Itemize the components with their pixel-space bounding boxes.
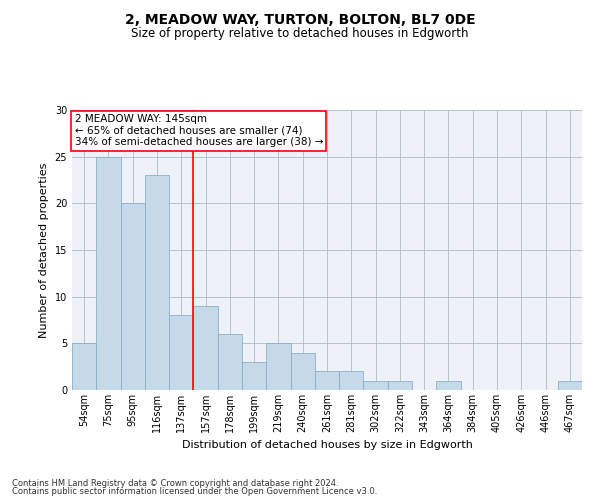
Text: Size of property relative to detached houses in Edgworth: Size of property relative to detached ho…	[131, 28, 469, 40]
Bar	[169, 316, 193, 390]
Bar	[558, 380, 582, 390]
X-axis label: Distribution of detached houses by size in Edgworth: Distribution of detached houses by size …	[182, 440, 472, 450]
Bar	[121, 204, 145, 390]
Bar	[364, 380, 388, 390]
Bar	[388, 380, 412, 390]
Y-axis label: Number of detached properties: Number of detached properties	[39, 162, 49, 338]
Bar	[315, 372, 339, 390]
Text: 2, MEADOW WAY, TURTON, BOLTON, BL7 0DE: 2, MEADOW WAY, TURTON, BOLTON, BL7 0DE	[125, 12, 475, 26]
Bar	[193, 306, 218, 390]
Bar	[218, 334, 242, 390]
Text: Contains public sector information licensed under the Open Government Licence v3: Contains public sector information licen…	[12, 487, 377, 496]
Bar	[266, 344, 290, 390]
Bar	[96, 156, 121, 390]
Bar	[72, 344, 96, 390]
Bar	[242, 362, 266, 390]
Text: Contains HM Land Registry data © Crown copyright and database right 2024.: Contains HM Land Registry data © Crown c…	[12, 478, 338, 488]
Text: 2 MEADOW WAY: 145sqm
← 65% of detached houses are smaller (74)
34% of semi-detac: 2 MEADOW WAY: 145sqm ← 65% of detached h…	[74, 114, 323, 148]
Bar	[339, 372, 364, 390]
Bar	[290, 352, 315, 390]
Bar	[145, 176, 169, 390]
Bar	[436, 380, 461, 390]
